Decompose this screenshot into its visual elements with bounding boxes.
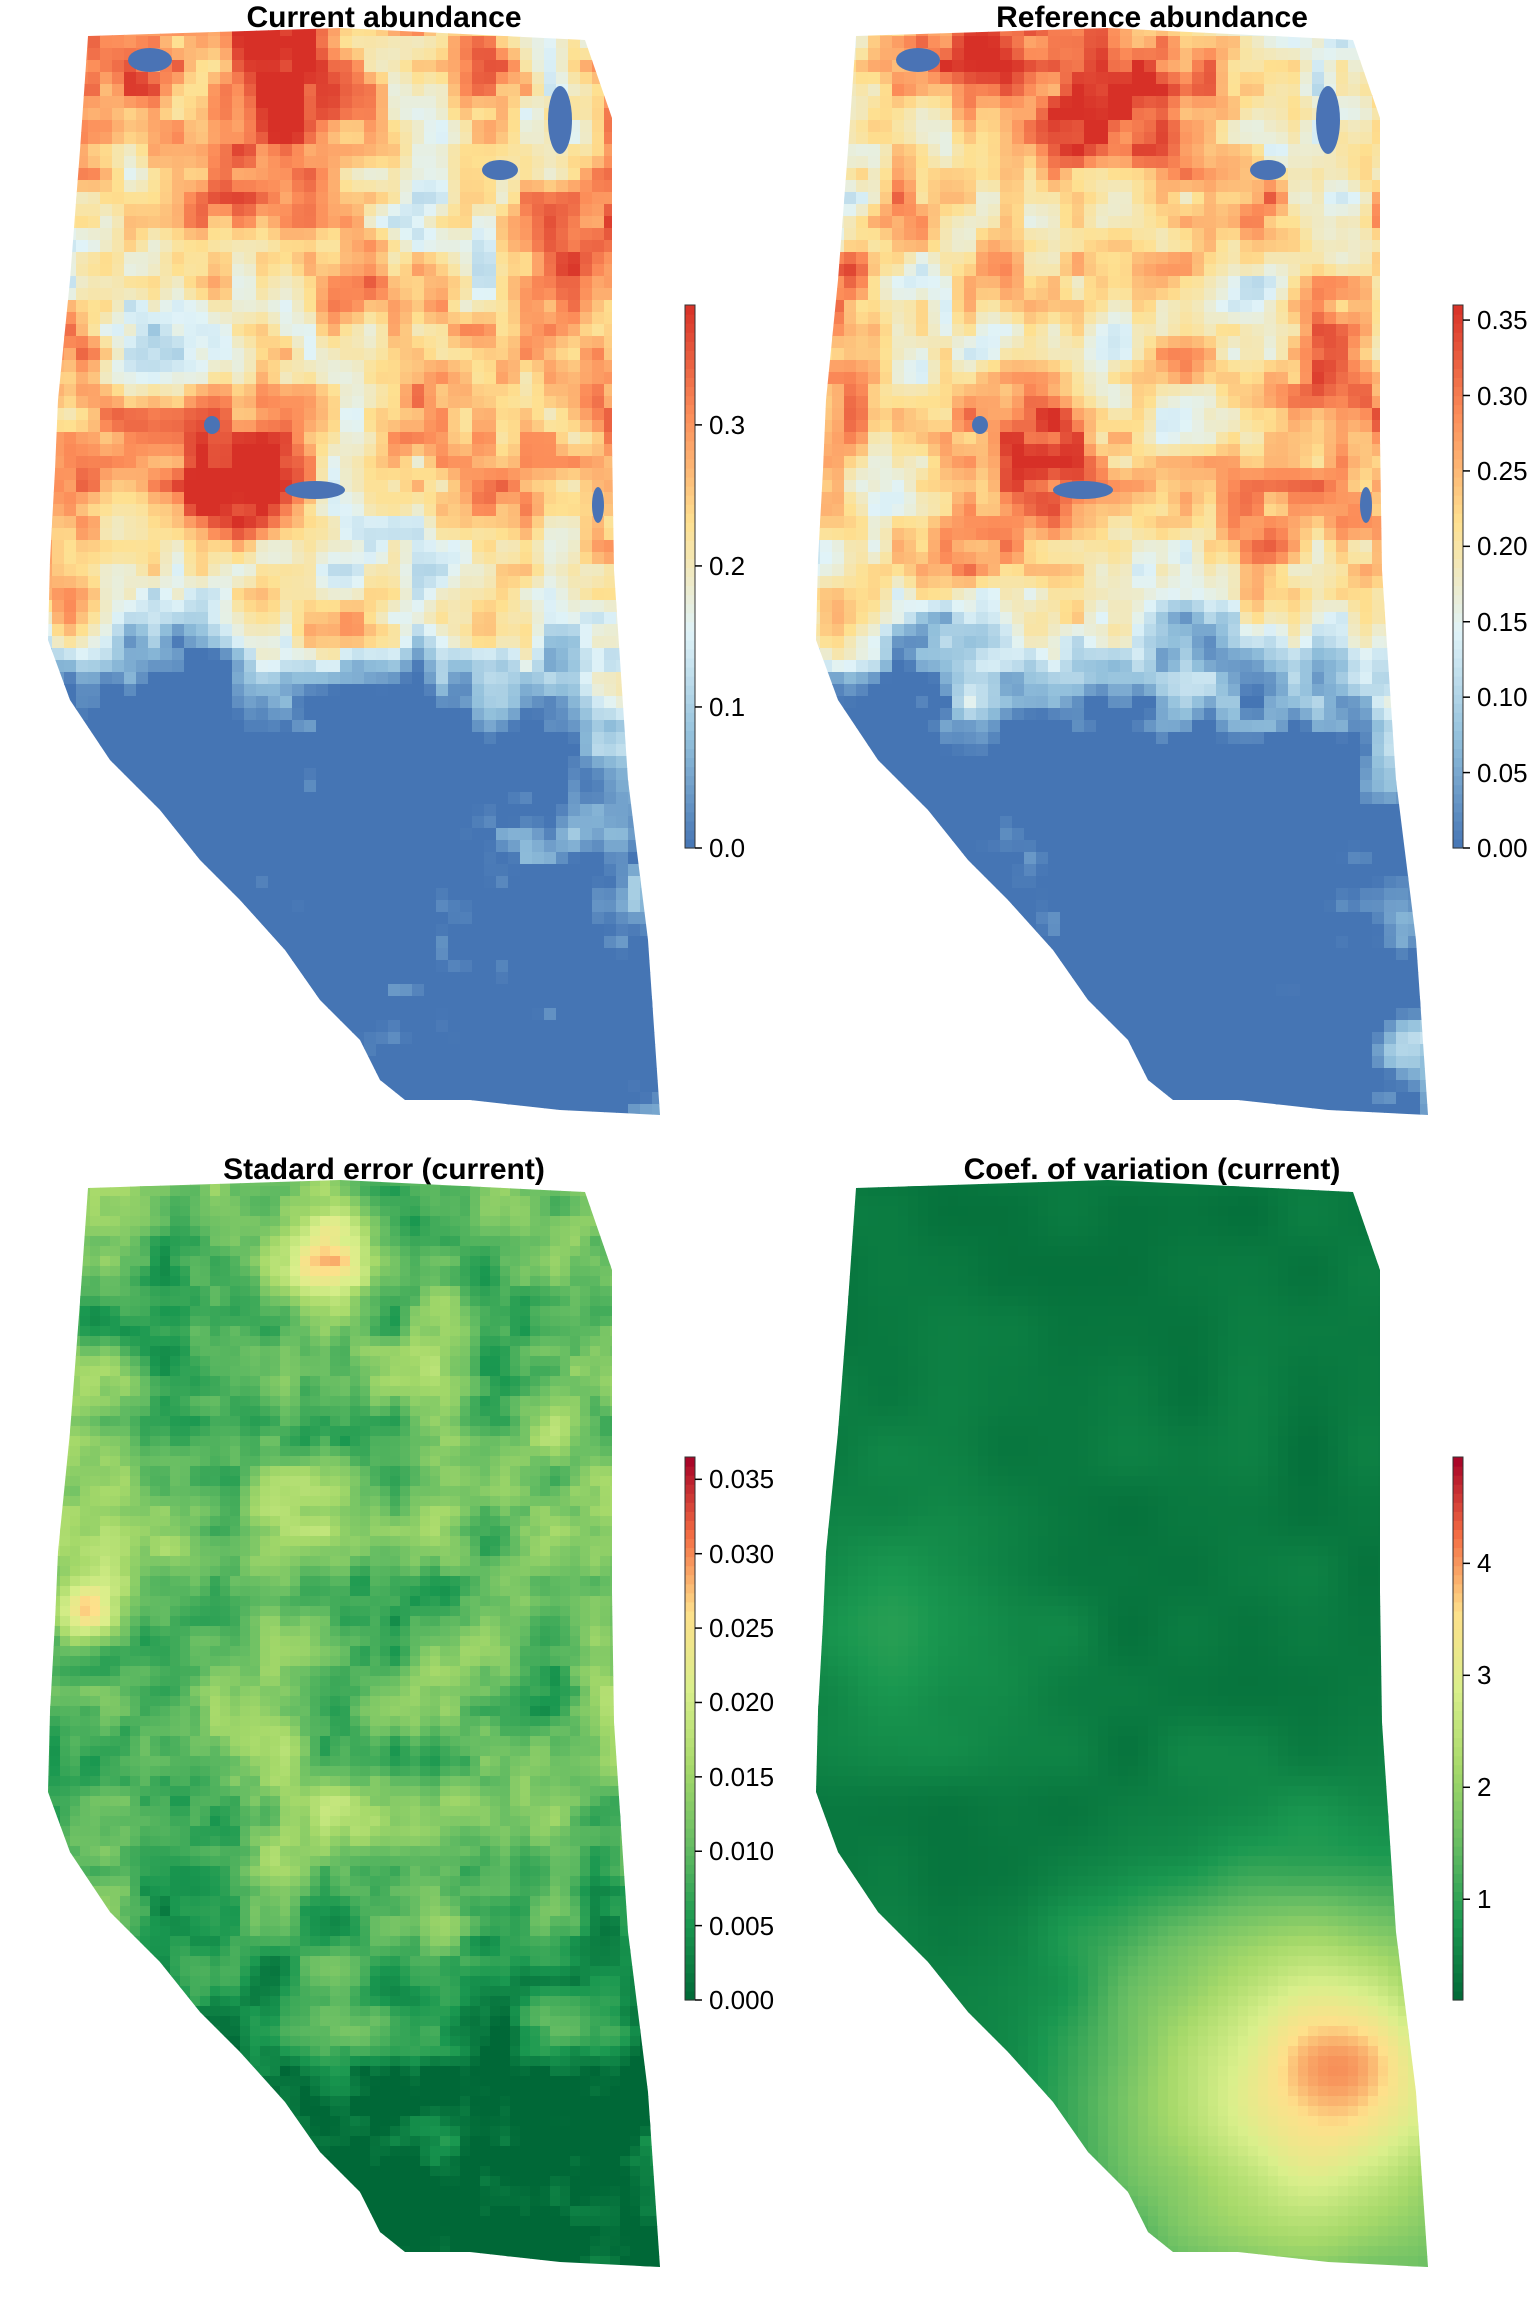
legend-bar [684, 304, 702, 849]
legend-tick-label: 0.20 [1477, 531, 1528, 561]
legend-bar [1452, 304, 1470, 849]
lake [1250, 160, 1286, 180]
panel-title: Stadard error (current) [0, 1152, 768, 1188]
legend-bar [1452, 1456, 1470, 2001]
lake [592, 487, 604, 523]
legend-tick-label: 0.0 [709, 833, 745, 863]
map-raster [48, 1180, 660, 2267]
legend-tick-label: 0.005 [709, 1911, 774, 1941]
legend-tick-label: 1 [1477, 1884, 1491, 1914]
panel-title: Coef. of variation (current) [768, 1152, 1536, 1188]
color-legend: 0.00 0.05 0.10 0.15 0.20 0.25 0.30 0.35 [1452, 304, 1533, 863]
standard-error-map [48, 1180, 660, 2267]
panel-reference-abundance: Reference abundance 0.00 0.05 0.10 0.15 0.20… [768, 0, 1536, 1152]
legend-tick-label: 0.010 [709, 1836, 774, 1866]
abundance-map [48, 28, 660, 1115]
legend-tick-label: 0.1 [709, 692, 745, 722]
legend-tick-label: 0.000 [709, 1985, 774, 2015]
lake [482, 160, 518, 180]
map-raster [48, 28, 660, 1115]
legend-tick-label: 0.030 [709, 1539, 774, 1569]
legend-tick-label: 0.25 [1477, 456, 1528, 486]
lake [128, 48, 172, 72]
color-legend: 0.000 0.005 0.010 0.015 0.020 0.025 0.030 0.035 [684, 1456, 774, 2015]
panel-standard-error: Stadard error (current) 0.000 0.005 0.010 0… [0, 1152, 774, 2304]
legend-tick-label: 0.10 [1477, 682, 1528, 712]
color-legend: 0.0 0.1 0.2 0.3 [684, 304, 765, 863]
lake [285, 481, 345, 499]
map-raster [816, 1180, 1428, 2267]
legend-tick-label: 0.30 [1477, 381, 1528, 411]
legend-tick-label: 0.015 [709, 1762, 774, 1792]
legend-bar [684, 1456, 702, 2001]
legend-tick-label: 0.025 [709, 1613, 774, 1643]
legend-tick-label: 0.00 [1477, 833, 1528, 863]
lake [548, 86, 572, 154]
coef-variation-map [816, 1180, 1428, 2267]
legend-tick-label: 0.020 [709, 1687, 774, 1717]
legend-tick-label: 0.05 [1477, 758, 1528, 788]
lake [1360, 487, 1372, 523]
lake [204, 416, 220, 434]
legend-tick-label: 0.35 [1477, 305, 1528, 335]
legend-tick-label: 0.3 [709, 410, 745, 440]
panel-coef-variation: Coef. of variation (current) 1 2 3 4 [768, 1152, 1536, 2304]
legend-tick-label: 0.2 [709, 551, 745, 581]
lake [1316, 86, 1340, 154]
lake [972, 416, 988, 434]
legend-tick-label: 4 [1477, 1548, 1491, 1578]
lake [1053, 481, 1113, 499]
legend-tick-label: 3 [1477, 1660, 1491, 1690]
abundance-map [816, 28, 1428, 1115]
color-legend: 1 2 3 4 [1452, 1456, 1533, 2001]
panel-title: Current abundance [0, 0, 768, 36]
lake [896, 48, 940, 72]
panel-current-abundance: Current abundance 0.0 0.1 0.2 0.3 [0, 0, 768, 1152]
map-raster [816, 28, 1428, 1115]
panel-title: Reference abundance [768, 0, 1536, 36]
legend-tick-label: 0.15 [1477, 607, 1528, 637]
legend-tick-label: 0.035 [709, 1464, 774, 1494]
legend-tick-label: 2 [1477, 1772, 1491, 1802]
